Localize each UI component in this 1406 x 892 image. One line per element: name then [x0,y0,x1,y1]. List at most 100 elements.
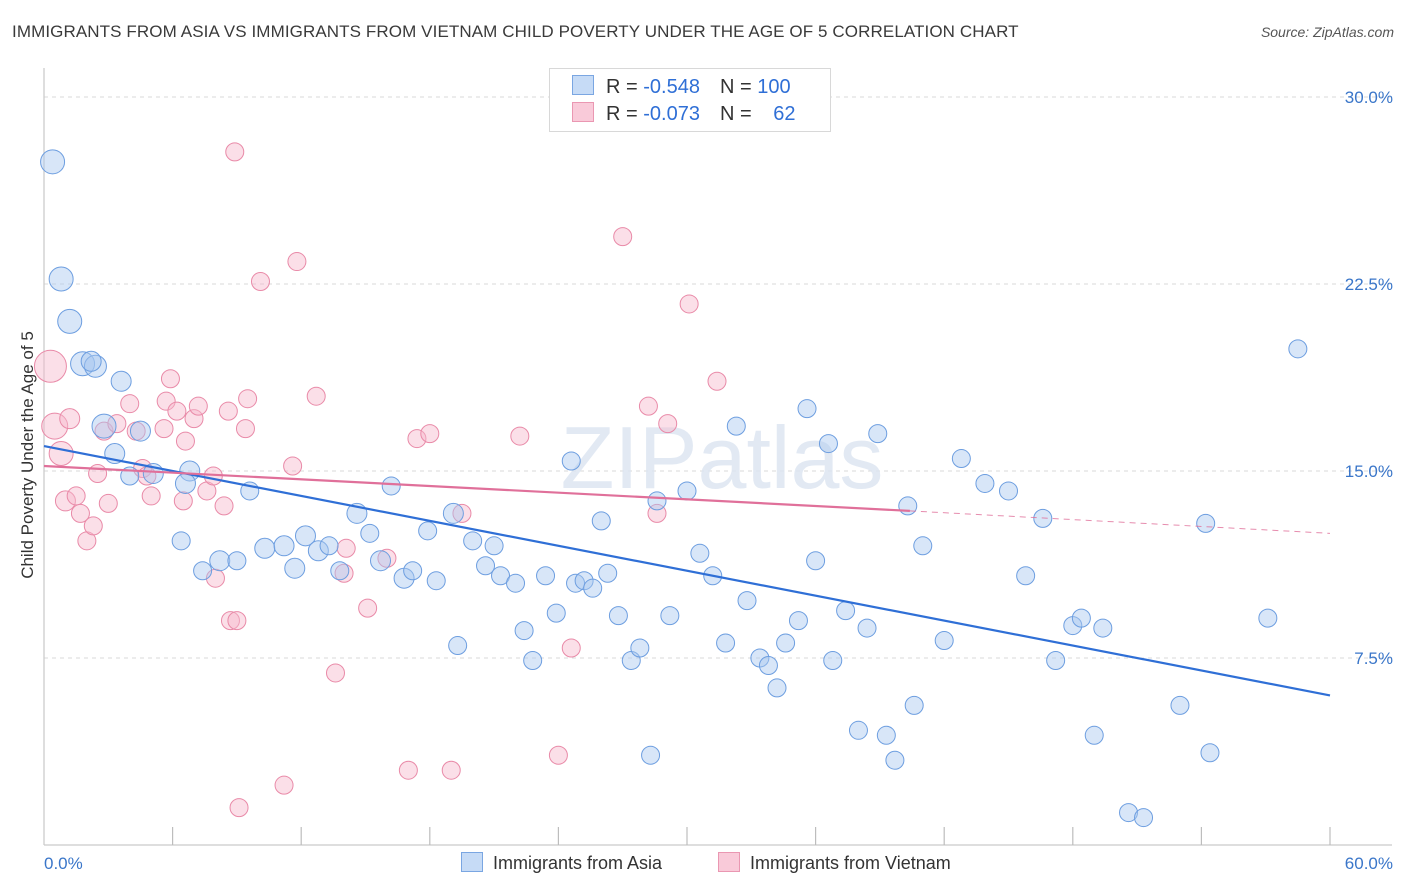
bottom-legend-asia: Immigrants from Asia [461,852,662,874]
data-point-vietnam [287,252,307,272]
data-point-vietnam [225,142,245,162]
data-point-vietnam [325,663,345,683]
legend-swatch-asia [572,75,594,95]
data-point-asia [129,420,151,442]
data-point-vietnam [156,391,176,411]
data-point-asia [330,561,350,581]
data-point-asia [174,472,196,494]
data-point-asia [307,540,329,562]
data-point-asia [999,481,1018,501]
data-point-vietnam [561,638,581,658]
trend-line-extension-vietnam [909,510,1331,534]
data-point-asia [426,571,446,591]
data-point-asia [110,370,132,392]
data-point-asia [319,536,339,556]
data-point-vietnam [441,760,461,780]
data-point-vietnam [235,419,255,439]
data-point-asia [448,636,468,656]
data-point-asia [630,638,650,658]
data-point-vietnam [229,798,249,818]
data-point-vietnam [658,414,678,434]
legend-n-label: N = [719,76,758,98]
data-point-asia [193,561,213,581]
data-point-asia [546,603,566,623]
data-point-asia [904,695,924,715]
data-point-asia [171,531,191,551]
y-tick-label: 22.5% [1345,275,1393,294]
legend-row-asia: R = -0.548 N = 100 [572,75,791,99]
data-point-asia [1016,566,1036,586]
data-point-vietnam [377,548,397,568]
data-point-vietnam [407,429,427,449]
trend-line-vietnam [43,464,910,512]
data-point-vietnam [141,486,161,506]
data-point-asia [767,678,787,698]
data-point-asia [818,434,838,454]
data-point-asia [677,481,697,501]
data-point-vietnam [70,503,90,523]
data-point-vietnam [274,775,294,795]
data-point-asia [641,745,661,765]
data-point-asia [934,631,954,651]
data-point-asia [284,557,306,579]
data-point-asia [758,655,778,675]
data-point-vietnam [510,426,530,446]
data-point-asia [476,556,496,576]
data-point-asia [80,350,102,372]
data-point-asia [57,308,83,334]
data-point-vietnam [184,409,204,429]
data-point-asia [690,543,710,563]
data-point-vietnam [120,394,140,414]
data-point-asia [254,537,276,559]
trend-line-asia [43,444,1331,697]
data-point-asia [360,523,380,543]
data-point-asia [514,621,534,641]
legend-row-vietnam: R = -0.073 N = 62 [572,102,795,126]
data-point-asia [1196,513,1216,533]
data-point-asia [273,535,295,557]
data-point-vietnam [188,396,208,416]
y-tick-label: 30.0% [1345,88,1393,107]
data-point-asia [536,566,556,586]
correlation-legend: R = -0.548 N = 100 R = -0.073 N = 62 [549,68,831,132]
chart-source: Source: ZipAtlas.com [1260,24,1394,40]
data-point-asia [885,750,905,770]
data-point-asia [776,633,796,653]
data-point-asia [660,606,680,626]
data-point-asia [913,536,933,556]
legend-n-value-vietnam: 62 [773,103,796,125]
data-point-vietnam [175,431,195,451]
data-point-vietnam [452,503,472,523]
data-point-asia [876,725,896,745]
data-point-asia [1170,695,1190,715]
data-point-vietnam [41,412,69,440]
data-point-asia [1071,608,1091,628]
data-point-asia [442,502,464,524]
legend-r-value-asia: -0.548 [643,76,700,98]
series-asia-points [40,149,1308,828]
data-point-asia [975,473,995,493]
legend-n-label: N = [719,103,758,125]
data-point-asia [647,491,667,511]
data-point-vietnam [638,396,658,416]
data-point-vietnam [218,401,238,421]
y-tick-label: 7.5% [1354,649,1393,668]
data-point-vietnam [420,424,440,444]
data-point-vietnam [160,369,180,389]
data-point-vietnam [707,371,727,391]
data-point-asia [788,611,808,631]
y-tick-label: 15.0% [1345,462,1393,481]
data-point-asia [868,424,888,444]
data-point-vietnam [398,760,418,780]
data-point-asia [484,536,504,556]
data-point-vietnam [250,272,270,292]
data-point-asia [598,563,618,583]
y-axis-label: Child Poverty Under the Age of 5 [18,331,37,579]
data-point-asia [381,476,401,496]
data-point-vietnam [66,486,86,506]
data-point-asia [951,449,971,469]
bottom-legend-swatch-asia [461,852,483,872]
data-point-asia [506,573,526,593]
data-point-asia [370,550,392,572]
data-point-vietnam [679,294,699,314]
